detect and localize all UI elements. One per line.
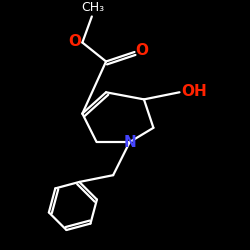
Text: O: O (136, 43, 148, 58)
Text: CH₃: CH₃ (82, 0, 104, 14)
Text: OH: OH (181, 84, 206, 98)
Text: N: N (123, 134, 136, 150)
Text: O: O (68, 34, 81, 49)
